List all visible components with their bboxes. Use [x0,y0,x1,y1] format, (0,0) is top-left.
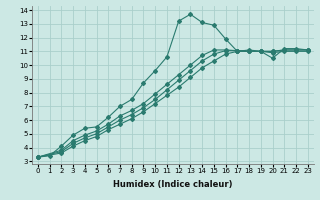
X-axis label: Humidex (Indice chaleur): Humidex (Indice chaleur) [113,180,233,189]
